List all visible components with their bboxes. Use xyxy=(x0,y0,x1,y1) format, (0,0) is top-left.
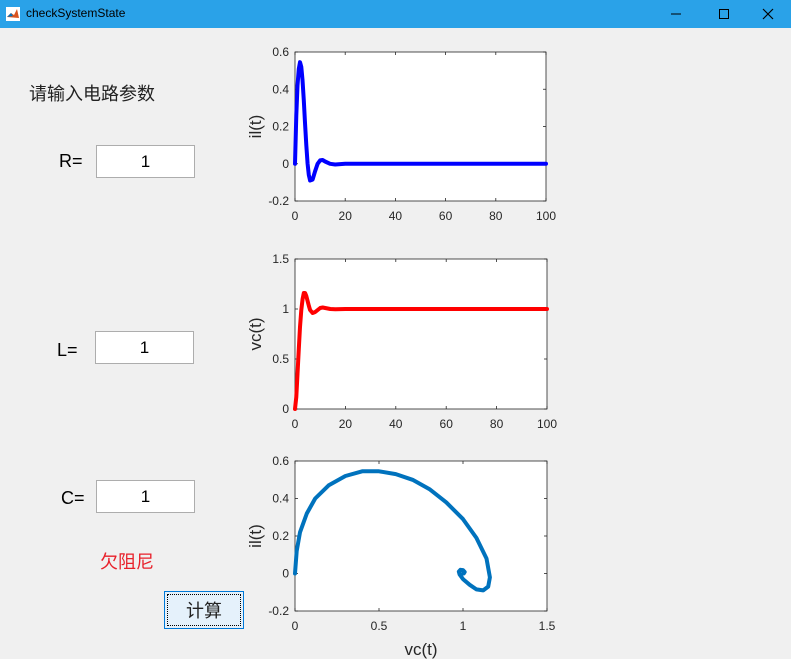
x-axis-label: vc(t) xyxy=(404,640,437,659)
y-tick-label: 0 xyxy=(282,567,289,581)
compute-button[interactable]: 计算 xyxy=(164,591,244,629)
focus-ring xyxy=(167,594,241,626)
c-input[interactable]: 1 xyxy=(96,480,195,513)
maximize-button[interactable] xyxy=(701,0,747,28)
series-line-3 xyxy=(293,469,492,593)
series-line-1 xyxy=(293,60,548,183)
x-tick-label: 0.5 xyxy=(371,619,388,633)
y-tick-label: 1.5 xyxy=(272,252,289,266)
y-tick-label: 0.4 xyxy=(272,82,289,96)
y-tick-label: 0.6 xyxy=(272,454,289,468)
l-input[interactable]: 1 xyxy=(95,331,194,364)
damping-status: 欠阻尼 xyxy=(100,552,154,573)
y-axis-label: il(t) xyxy=(246,524,265,548)
y-tick-label: 0.5 xyxy=(272,352,289,366)
x-tick-label: 0 xyxy=(292,209,299,223)
r-input[interactable]: 1 xyxy=(96,145,195,178)
maximize-icon xyxy=(719,9,729,19)
x-tick-label: 40 xyxy=(389,209,403,223)
x-tick-label: 40 xyxy=(389,417,403,431)
l-label: L= xyxy=(57,340,78,360)
x-tick-label: 100 xyxy=(537,417,557,431)
minimize-icon xyxy=(671,13,681,15)
parameter-prompt: 请输入电路参数 xyxy=(29,84,155,105)
y-tick-label: 0.6 xyxy=(272,45,289,59)
window-title: checkSystemState xyxy=(26,6,126,20)
x-tick-label: 20 xyxy=(339,417,353,431)
x-tick-label: 80 xyxy=(489,209,503,223)
x-tick-label: 60 xyxy=(439,209,453,223)
matlab-icon xyxy=(6,7,20,21)
y-tick-label: -0.2 xyxy=(268,194,289,208)
x-tick-label: 60 xyxy=(440,417,454,431)
y-axis-label: vc(t) xyxy=(246,317,265,350)
plot-axes-2 xyxy=(294,258,548,410)
y-tick-label: 0.2 xyxy=(272,529,289,543)
x-tick-label: 0 xyxy=(292,417,299,431)
x-tick-label: 1.5 xyxy=(539,619,556,633)
x-tick-label: 20 xyxy=(339,209,353,223)
c-label: C= xyxy=(61,488,85,508)
close-icon xyxy=(762,8,774,20)
y-tick-label: 0.2 xyxy=(272,120,289,134)
title-bar: checkSystemState xyxy=(0,0,791,28)
compute-label: 计算 xyxy=(186,601,222,622)
close-button[interactable] xyxy=(745,0,791,28)
r-label: R= xyxy=(59,151,83,171)
y-tick-label: 0.4 xyxy=(272,492,289,506)
plot-axes-3 xyxy=(294,460,548,612)
y-tick-label: 0 xyxy=(282,157,289,171)
plot-axes-1 xyxy=(294,51,547,202)
y-tick-label: 1 xyxy=(282,302,289,316)
x-tick-label: 1 xyxy=(460,619,467,633)
y-tick-label: -0.2 xyxy=(268,604,289,618)
x-tick-label: 0 xyxy=(292,619,299,633)
y-axis-label: il(t) xyxy=(246,115,265,139)
minimize-button[interactable] xyxy=(653,0,699,28)
series-line-2 xyxy=(293,291,549,411)
y-tick-label: 0 xyxy=(282,402,289,416)
x-tick-label: 100 xyxy=(536,209,556,223)
x-tick-label: 80 xyxy=(490,417,504,431)
